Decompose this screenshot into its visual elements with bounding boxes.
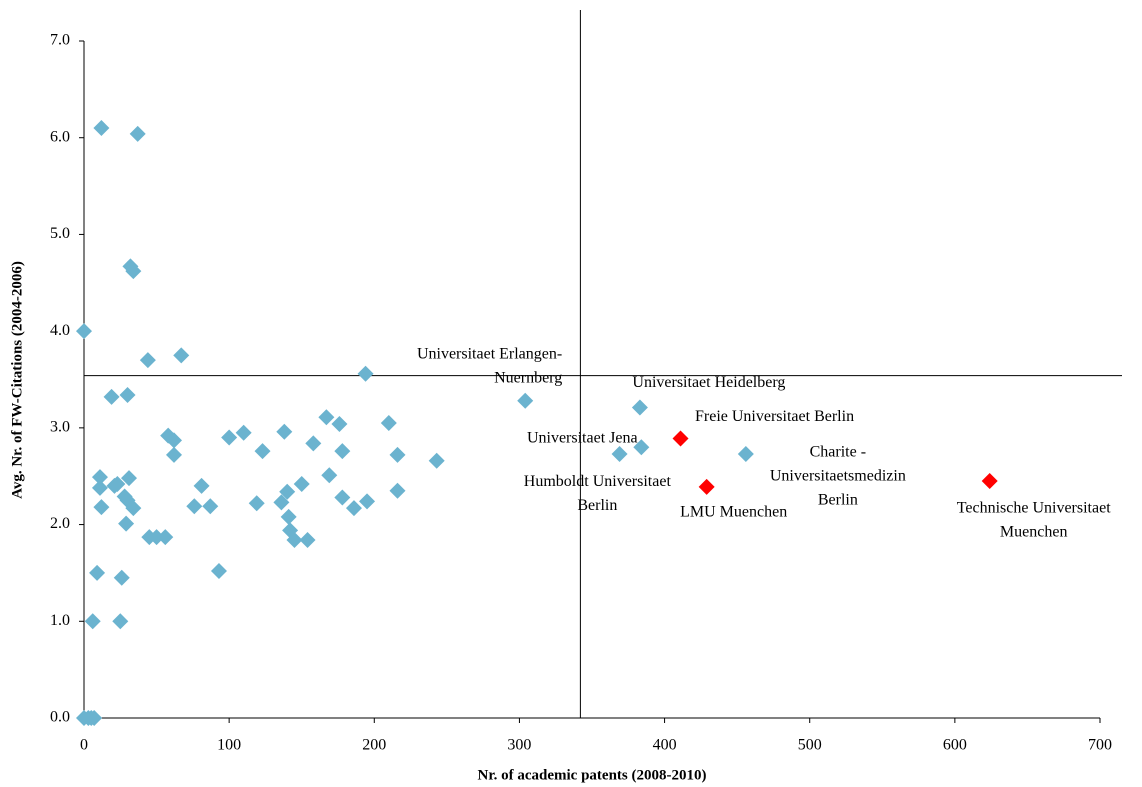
point: [235, 424, 252, 441]
point: [125, 500, 142, 517]
point: [305, 435, 322, 452]
point: [280, 508, 297, 525]
point: [103, 388, 120, 405]
point: [109, 475, 126, 492]
y-tick-label: 7.0: [50, 32, 70, 49]
point: [428, 452, 445, 469]
x-tick-label: 500: [798, 737, 822, 754]
point: [91, 479, 108, 496]
y-tick-label: 4.0: [50, 322, 70, 339]
point: [698, 478, 715, 495]
point-label: Universitaet Jena: [527, 430, 638, 447]
point: [91, 469, 108, 486]
x-tick-label: 200: [362, 737, 386, 754]
point: [113, 569, 130, 586]
point: [279, 483, 296, 500]
x-tick-label: 100: [217, 737, 241, 754]
point: [345, 500, 362, 517]
point: [318, 409, 335, 426]
point-label: Universitaetsmedizin: [770, 468, 906, 485]
point: [165, 432, 182, 449]
point: [93, 499, 110, 516]
y-tick-label: 6.0: [50, 128, 70, 145]
point: [389, 446, 406, 463]
point: [321, 467, 338, 484]
point: [389, 482, 406, 499]
y-tick-label: 3.0: [50, 419, 70, 436]
point: [210, 562, 227, 579]
point: [737, 445, 754, 462]
point: [299, 532, 316, 549]
y-tick-label: 5.0: [50, 225, 70, 242]
y-tick-label: 1.0: [50, 612, 70, 629]
point: [631, 399, 648, 416]
point: [89, 564, 106, 581]
point-label: Freie Universitaet Berlin: [695, 408, 854, 425]
point: [118, 515, 135, 532]
point: [84, 613, 101, 630]
point: [517, 392, 534, 409]
point-label: Humboldt Universitaet: [524, 473, 672, 490]
point: [357, 365, 374, 382]
point: [119, 386, 136, 403]
point-label: Muenchen: [1000, 524, 1068, 541]
point: [129, 125, 146, 142]
point: [186, 498, 203, 515]
point: [120, 470, 137, 487]
point: [380, 415, 397, 432]
x-tick-label: 300: [507, 737, 531, 754]
y-tick-label: 0.0: [50, 709, 70, 726]
point: [359, 493, 376, 510]
y-axis-title: Avg. Nr. of FW-Citations (2004-2006): [9, 261, 25, 499]
point: [173, 347, 190, 364]
point: [331, 415, 348, 432]
point: [293, 475, 310, 492]
y-tick-label: 2.0: [50, 515, 70, 532]
point: [254, 443, 271, 460]
point: [334, 443, 351, 460]
point: [334, 489, 351, 506]
x-tick-label: 600: [943, 737, 967, 754]
point-label: Nuernberg: [494, 369, 562, 386]
point-label: Charite -: [810, 444, 866, 461]
point: [76, 323, 92, 340]
point: [633, 439, 650, 456]
point-label: Universitaet Erlangen-: [417, 345, 562, 362]
point: [202, 498, 219, 515]
point: [148, 529, 165, 546]
point: [221, 429, 238, 446]
point: [286, 532, 303, 549]
point: [112, 613, 129, 630]
point: [139, 352, 156, 369]
x-axis-title: Nr. of academic patents (2008-2010): [478, 767, 707, 783]
point: [672, 430, 689, 447]
point-label: Berlin: [577, 497, 617, 514]
point: [86, 710, 103, 726]
point: [276, 423, 293, 440]
point-label: LMU Muenchen: [680, 504, 787, 521]
point: [193, 477, 210, 494]
point: [248, 495, 265, 512]
point: [93, 120, 110, 137]
point-label: Technische Universitaet: [957, 500, 1111, 517]
point: [119, 492, 136, 509]
point: [981, 473, 998, 490]
x-tick-label: 400: [653, 737, 677, 754]
point-label: Berlin: [818, 492, 858, 509]
point: [273, 494, 290, 511]
point-label: Universitaet Heidelberg: [632, 374, 785, 391]
point: [157, 529, 174, 546]
x-tick-label: 700: [1088, 737, 1112, 754]
point: [611, 445, 628, 462]
x-tick-label: 0: [80, 737, 88, 754]
point: [125, 263, 142, 280]
point: [165, 446, 182, 463]
